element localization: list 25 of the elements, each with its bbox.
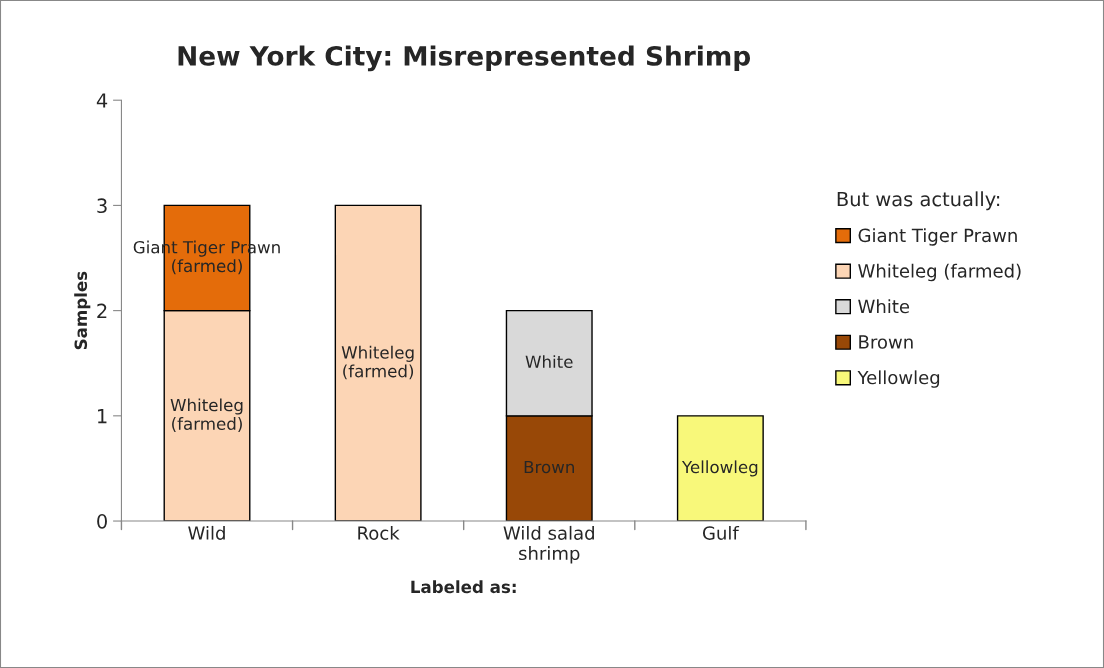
y-tick-label: 0 (97, 514, 107, 529)
y-tick-label: 1 (98, 409, 107, 424)
x-axis-title: Labeled as: (411, 580, 516, 594)
x-tick-label: Gulf (702, 525, 740, 540)
data-label: Whiteleg (farmed) (170, 398, 243, 432)
x-tick-label: Wild (188, 525, 225, 540)
y-tick-label: 4 (96, 93, 108, 108)
data-label: White (525, 355, 573, 369)
x-tick-label: Wild salad shrimp (503, 525, 594, 564)
legend-label: Yellowleg (857, 370, 940, 388)
y-tick-label: 2 (97, 303, 107, 319)
legend-label: Giant Tiger Prawn (858, 228, 1017, 246)
legend-label: Brown (859, 335, 913, 349)
bar (334, 204, 422, 522)
y-tick-label: 3 (97, 198, 107, 214)
y-axis-title: Samples (74, 271, 91, 350)
legend-label: Whiteleg (farmed) (858, 263, 1021, 282)
bar (676, 415, 764, 522)
chart-title: New York City: Misrepresented Shrimp (178, 45, 751, 72)
legend-title: But was actually: (837, 191, 1000, 211)
data-label: Brown (524, 460, 574, 474)
x-tick-label: Rock (358, 525, 400, 540)
legend-label: White (858, 299, 910, 314)
data-label: Yellowleg (681, 460, 758, 477)
data-label: Whiteleg (farmed) (341, 345, 414, 380)
